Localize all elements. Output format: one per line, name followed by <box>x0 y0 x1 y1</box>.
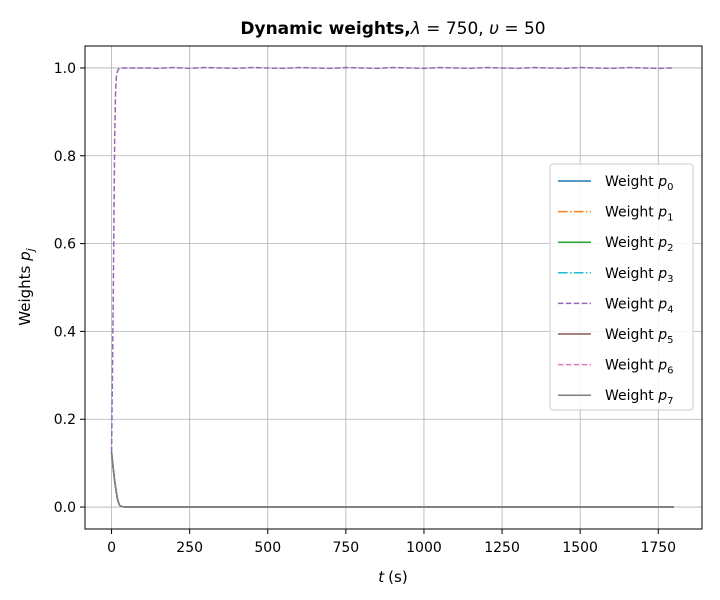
legend-label-p1: Weight p1 <box>605 205 674 224</box>
x-tick-label: 750 <box>332 540 359 556</box>
legend-label-p7: Weight p7 <box>605 388 674 407</box>
legend-label-p0: Weight p0 <box>605 174 674 193</box>
legend-entries: Weight p0 Weight p1 Weight p2 Weight p3 Weig… <box>558 174 674 407</box>
y-tick-label: 1.0 <box>54 61 76 77</box>
legend: Weight p0 Weight p1 Weight p2 Weight p3 Weig… <box>549 163 694 411</box>
x-tick-label: 250 <box>176 540 203 556</box>
x-tick-label: 0 <box>107 540 116 556</box>
series-lines <box>110 66 674 508</box>
y-tick-label: 0.4 <box>54 324 76 340</box>
legend-label-p6: Weight p6 <box>605 358 674 377</box>
series-line-p7 <box>110 452 674 508</box>
x-tick-label: 1500 <box>562 540 598 556</box>
legend-label-p4: Weight p4 <box>605 296 674 315</box>
x-tick-label: 1000 <box>406 540 442 556</box>
legend-label-p3: Weight p3 <box>605 266 674 285</box>
chart-title: Dynamic weights,λ = 750, υ = 50 <box>240 19 545 39</box>
legend-label-p5: Weight p5 <box>605 327 674 346</box>
y-tick-label: 0.2 <box>54 412 76 428</box>
y-tick-label: 0.6 <box>54 237 76 253</box>
y-axis-title: Weights pj <box>16 247 37 325</box>
y-tick-label: 0.8 <box>54 149 76 165</box>
x-axis-title: t (s) <box>378 568 407 586</box>
y-tick-label: 0.0 <box>54 500 76 516</box>
x-tick-label: 1750 <box>640 540 676 556</box>
axis-ticks: 0 250 500 750 1000 1250 1500 1750 0.0 0.2 0.4 0.6 0.… <box>54 61 676 556</box>
plot-frame <box>84 45 703 530</box>
series-line-p4 <box>110 66 674 453</box>
x-tick-label: 1250 <box>484 540 520 556</box>
legend-box <box>549 163 694 411</box>
x-tick-label: 500 <box>254 540 281 556</box>
legend-label-p2: Weight p2 <box>605 235 674 254</box>
